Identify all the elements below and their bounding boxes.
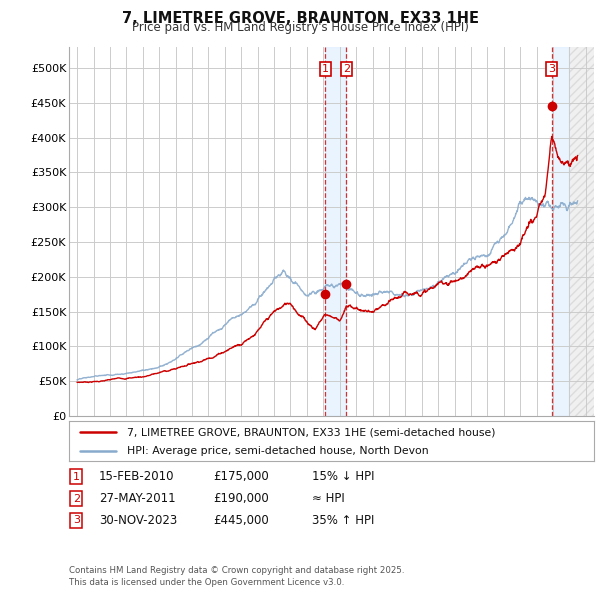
Text: £175,000: £175,000: [213, 470, 269, 483]
Text: £445,000: £445,000: [213, 514, 269, 527]
Text: 35% ↑ HPI: 35% ↑ HPI: [312, 514, 374, 527]
Text: 7, LIMETREE GROVE, BRAUNTON, EX33 1HE: 7, LIMETREE GROVE, BRAUNTON, EX33 1HE: [121, 11, 479, 25]
Text: 2: 2: [73, 494, 80, 503]
Bar: [325, 47, 346, 416]
Text: 3: 3: [73, 516, 80, 525]
Text: 15-FEB-2010: 15-FEB-2010: [99, 470, 175, 483]
Bar: [551, 47, 569, 416]
Text: 1: 1: [322, 64, 329, 74]
Text: 30-NOV-2023: 30-NOV-2023: [99, 514, 177, 527]
Text: HPI: Average price, semi-detached house, North Devon: HPI: Average price, semi-detached house,…: [127, 447, 428, 456]
Text: 15% ↓ HPI: 15% ↓ HPI: [312, 470, 374, 483]
Text: 1: 1: [73, 472, 80, 481]
Bar: [569, 47, 594, 416]
Bar: [569, 47, 594, 416]
Text: 3: 3: [548, 64, 555, 74]
Text: 7, LIMETREE GROVE, BRAUNTON, EX33 1HE (semi-detached house): 7, LIMETREE GROVE, BRAUNTON, EX33 1HE (s…: [127, 428, 495, 438]
Text: £190,000: £190,000: [213, 492, 269, 505]
Text: 2: 2: [343, 64, 350, 74]
Text: ≈ HPI: ≈ HPI: [312, 492, 345, 505]
Text: Contains HM Land Registry data © Crown copyright and database right 2025.
This d: Contains HM Land Registry data © Crown c…: [69, 566, 404, 587]
Text: 27-MAY-2011: 27-MAY-2011: [99, 492, 176, 505]
Text: Price paid vs. HM Land Registry's House Price Index (HPI): Price paid vs. HM Land Registry's House …: [131, 21, 469, 34]
